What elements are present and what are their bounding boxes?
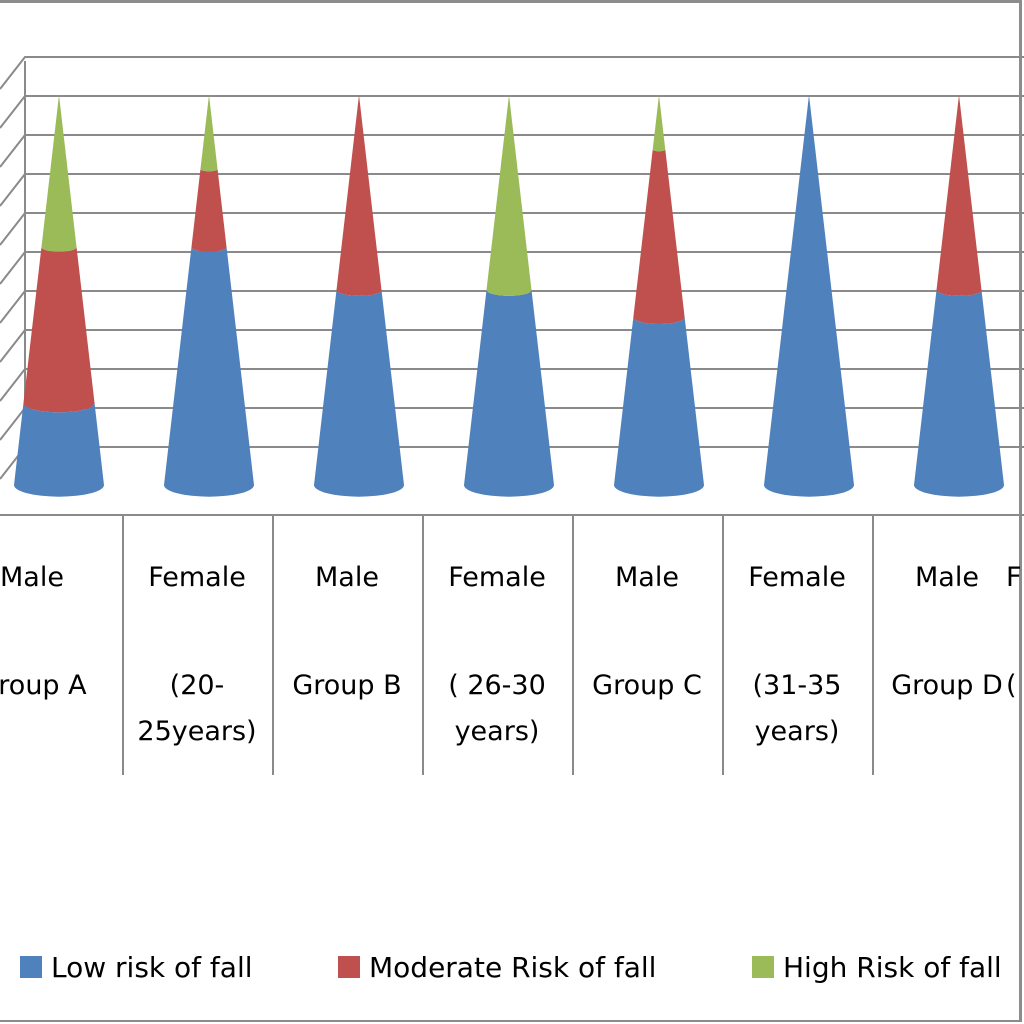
cone-segment-5-2 [633,149,685,324]
legend-label: High Risk of fall [783,951,1002,984]
legend-item: Low risk of fall [20,951,253,984]
gridline [0,56,1024,90]
category-label: (20- [170,670,225,701]
category-label: Group C [592,670,702,701]
category-label: ( [1006,670,1017,701]
cone-3 [314,95,404,497]
cone-segment-3-1 [314,290,404,497]
category-label: F [1006,562,1022,593]
category-label: ( 26-30 [448,670,546,701]
cone-4 [464,95,554,497]
cone-segment-5-1 [614,317,704,497]
gridlines [0,56,1024,480]
category-label: Group A [0,670,87,701]
category-label: Female [448,562,546,593]
legend-swatch [752,956,774,978]
category-label: Male [0,562,64,593]
cone-7 [914,95,1004,497]
category-label: Male [615,562,679,593]
category-axis: Male Group A Female (20- 25years) Male Group B… [0,514,1024,775]
category-label: years) [455,716,540,747]
category-label: Male [915,562,979,593]
category-label: 25years) [137,716,256,747]
category-label: Male [315,562,379,593]
legend-item: Moderate Risk of fall [338,951,656,984]
category-label: years) [755,716,840,747]
legend-label: Low risk of fall [51,951,253,984]
cone-segment-7-1 [914,290,1004,497]
cone-1 [14,95,104,497]
category-label: (31-35 [753,670,842,701]
cone-6 [764,95,854,497]
cone-segment-4-3 [486,95,532,296]
cone-segment-4-1 [464,290,554,497]
cone-segment-2-3 [200,95,218,172]
cone-segment-2-1 [164,247,254,497]
category-label: Female [748,562,846,593]
legend-item: High Risk of fall [752,951,1002,984]
legend-swatch [20,956,42,978]
legend-swatch [338,956,360,978]
cone-segment-2-2 [191,169,227,252]
cone-segment-5-3 [652,95,666,152]
cone-2 [164,95,254,497]
cone-segment-7-2 [936,95,982,296]
cones [14,95,1004,497]
legend-label: Moderate Risk of fall [369,951,656,984]
category-label: Group D [891,670,1003,701]
cone-5 [614,95,704,497]
cone-segment-3-2 [336,95,382,296]
category-label: Female [148,562,246,593]
legend: Low risk of fall Moderate Risk of fall Hig… [20,951,1002,984]
cone-segment-1-3 [41,95,77,252]
category-label: Group B [292,670,401,701]
cone-segment-1-2 [23,247,95,413]
cone-segment-1-1 [14,403,104,497]
cone-segment-6-1 [764,95,854,497]
